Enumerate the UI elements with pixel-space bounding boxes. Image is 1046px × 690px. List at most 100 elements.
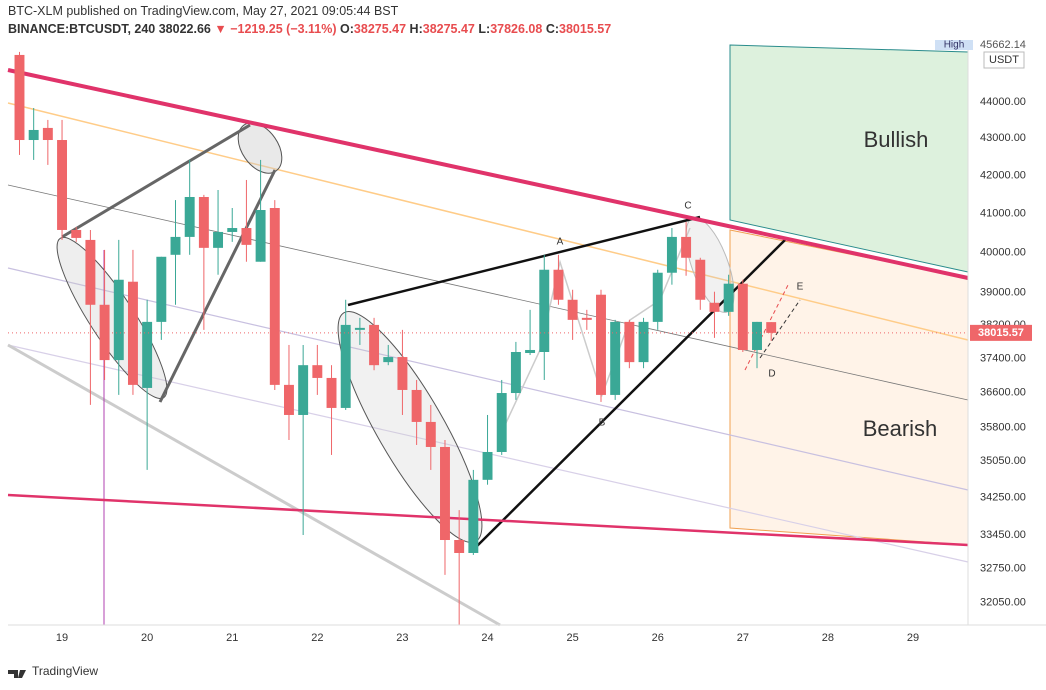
candle-body (596, 294, 606, 395)
dashed-line (744, 284, 789, 371)
candle-body (539, 269, 550, 352)
x-tick-label: 22 (311, 632, 323, 644)
symbol: BINANCE:BTCUSDT, 240 (8, 22, 156, 36)
candle-body (411, 389, 422, 422)
candle-body (610, 321, 621, 395)
candle-body (752, 321, 762, 350)
candle-body (57, 140, 68, 230)
brand: TradingView (32, 664, 98, 678)
y-tick-label: 42000.00 (980, 169, 1026, 181)
logo-mark (8, 670, 26, 678)
resistance-line (7, 68, 969, 280)
candle-body (284, 384, 294, 415)
candle-body (581, 317, 592, 320)
high-label-bg (935, 40, 973, 50)
candle-body (425, 421, 436, 447)
candle-body (397, 357, 408, 390)
candle-body (482, 451, 493, 480)
candle-body (383, 357, 394, 363)
candle-body (354, 327, 365, 330)
candle-body (454, 540, 465, 553)
candle-body (85, 239, 96, 305)
y-tick-label: 34250.00 (980, 492, 1026, 504)
currency: USDT (989, 54, 1019, 66)
trend-line (7, 267, 969, 491)
candle-body (652, 272, 663, 322)
candle-body (298, 365, 309, 415)
x-tick-label: 21 (226, 632, 238, 644)
ohlc-value: 38275.47 (422, 22, 475, 36)
candle-body (312, 365, 323, 378)
y-tick-label: 44000.00 (980, 96, 1026, 108)
candle-body (510, 351, 521, 394)
candle-body (227, 228, 238, 232)
ohlc-value: 37826.08 (490, 22, 543, 36)
y-tick-label: 37400.00 (980, 353, 1026, 365)
candle-body (113, 279, 124, 361)
candle-body (255, 210, 266, 262)
ohlc-label: L: (478, 22, 491, 36)
candle-body (496, 393, 507, 452)
x-tick-label: 25 (567, 632, 579, 644)
candle-body (737, 283, 748, 350)
candle-body (709, 302, 720, 312)
candle-body (567, 299, 578, 320)
pattern-line (158, 169, 277, 403)
price: 38022.66 (158, 22, 211, 36)
x-tick-label: 19 (56, 632, 68, 644)
logo: TradingView (8, 664, 98, 678)
candle-body (468, 479, 479, 553)
x-tick-label: 23 (396, 632, 408, 644)
y-tick-label: 35800.00 (980, 422, 1026, 434)
y-tick-label: 35050.00 (980, 455, 1026, 467)
label: D (768, 369, 775, 380)
ohlc-value: 38275.47 (353, 22, 407, 36)
currency-box (983, 51, 1025, 69)
trend-line (7, 184, 969, 401)
y-tick-label: 40000.00 (980, 246, 1026, 258)
candle-body (198, 196, 209, 248)
candle-body (326, 377, 337, 408)
candle-body (156, 256, 167, 322)
candle-body (525, 349, 536, 354)
zone-label: Bearish (863, 416, 938, 441)
label: A (557, 237, 564, 248)
label: E (797, 282, 804, 293)
header-title: BTC-XLM published on TradingView.com, Ma… (8, 4, 399, 18)
x-tick-label: 20 (141, 632, 153, 644)
zone-label: Bullish (864, 127, 929, 152)
candle-body (695, 259, 706, 300)
support-line (7, 493, 969, 547)
candle-body (638, 321, 649, 363)
candle-body (14, 54, 25, 141)
label: B (599, 418, 606, 429)
candle-body (666, 236, 677, 273)
candle-body (28, 129, 39, 141)
candle-body (624, 321, 635, 363)
ohlc-label: O: (340, 22, 354, 36)
candle-body (723, 283, 734, 312)
ohlc-label: C: (545, 22, 560, 36)
candle-body (241, 228, 252, 245)
y-tick-label: 41000.00 (980, 207, 1026, 219)
change: ▼ −1219.25 (−3.11%) (214, 22, 337, 36)
x-tick-label: 24 (481, 632, 493, 644)
candle-body (440, 446, 450, 541)
ohlc-value: 38015.57 (559, 22, 612, 36)
x-tick-label: 26 (652, 632, 664, 644)
drawings (7, 44, 969, 627)
ohlc-label: H: (409, 22, 423, 36)
high-label: High (944, 40, 965, 51)
y-tick-label: 33450.00 (980, 529, 1026, 541)
y-tick-label: 32750.00 (980, 562, 1026, 574)
bearish-zone (729, 229, 969, 546)
trend-line (7, 102, 969, 341)
label: C (684, 201, 691, 212)
pattern-line (61, 123, 251, 239)
y-tick-label: 39000.00 (980, 286, 1026, 298)
candle-body (369, 324, 380, 366)
x-tick-label: 29 (907, 632, 919, 644)
wedge-line (347, 215, 701, 307)
